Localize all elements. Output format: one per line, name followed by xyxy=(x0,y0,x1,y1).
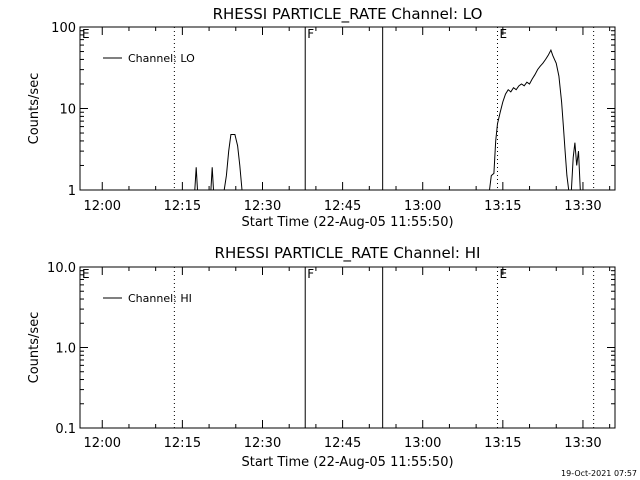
y-tick-label: 1 xyxy=(68,184,76,199)
x-tick-label: 12:00 xyxy=(84,436,121,451)
x-tick-label: 13:30 xyxy=(564,436,601,451)
x-tick-label: 12:45 xyxy=(324,436,361,451)
event-marker-label: E xyxy=(82,267,90,281)
event-marker-label: F xyxy=(307,267,314,281)
chart-title: RHESSI PARTICLE_RATE Channel: HI xyxy=(215,244,481,263)
x-tick-label: 13:15 xyxy=(484,436,521,451)
series-line-segment xyxy=(223,134,243,191)
x-tick-label: 12:15 xyxy=(164,436,201,451)
chart-panel-1: RHESSI PARTICLE_RATE Channel: LOEFE12:00… xyxy=(27,5,616,230)
x-tick-label: 12:30 xyxy=(244,436,281,451)
x-tick-label: 13:15 xyxy=(484,199,521,214)
x-axis-label: Start Time (22-Aug-05 11:55:50) xyxy=(241,455,453,470)
series-line-segment xyxy=(210,167,214,191)
y-tick-label: 10.0 xyxy=(47,261,76,276)
series-line-segment xyxy=(489,48,570,191)
legend-label: Channel: HI xyxy=(128,292,192,305)
event-marker-label: E xyxy=(82,27,90,41)
series-line-segment xyxy=(570,142,581,191)
y-tick-label: 0.1 xyxy=(55,422,76,437)
x-axis-label: Start Time (22-Aug-05 11:55:50) xyxy=(241,215,453,230)
x-tick-label: 12:15 xyxy=(164,199,201,214)
x-tick-label: 13:00 xyxy=(404,199,441,214)
x-tick-label: 12:45 xyxy=(324,199,361,214)
x-tick-label: 12:00 xyxy=(84,199,121,214)
y-tick-label: 1.0 xyxy=(55,342,76,357)
event-marker-label: F xyxy=(307,27,314,41)
legend-label: Channel: LO xyxy=(128,52,195,65)
x-tick-label: 13:30 xyxy=(564,199,601,214)
y-axis-label: Counts/sec xyxy=(27,73,42,145)
footer-timestamp: 19-Oct-2021 07:57 xyxy=(561,469,637,478)
y-axis-label: Counts/sec xyxy=(27,312,42,384)
y-tick-label: 10 xyxy=(59,103,76,118)
x-tick-label: 13:00 xyxy=(404,436,441,451)
y-tick-label: 100 xyxy=(51,21,76,36)
chart-title: RHESSI PARTICLE_RATE Channel: LO xyxy=(213,5,483,24)
series-line-segment xyxy=(194,167,198,191)
chart-panel-2: RHESSI PARTICLE_RATE Channel: HIEFE12:00… xyxy=(27,244,616,470)
x-tick-label: 12:30 xyxy=(244,199,281,214)
